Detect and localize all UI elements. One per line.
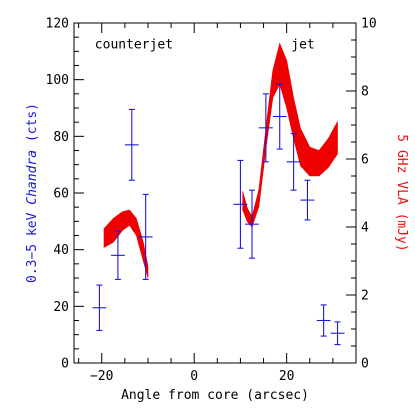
- y-tick-label-left: 120: [46, 17, 69, 32]
- x-axis-label: Angle from core (arcsec): [121, 388, 309, 403]
- y-axis-label-left-suffix: (cts): [25, 103, 40, 150]
- xray-errorbars: [92, 83, 345, 346]
- xray-point-11: [316, 304, 331, 337]
- xray-point-7: [258, 93, 273, 163]
- y-axis-label-right: 5 GHz VLA (mJy): [394, 134, 409, 251]
- radio-band-segment-2: [242, 42, 338, 228]
- annotation-jet: jet: [291, 38, 314, 53]
- annotations: counterjet jet: [95, 38, 315, 53]
- radio-band-segment-1: [103, 209, 149, 279]
- x-tick-label: −20: [90, 369, 113, 384]
- xray-point-10: [300, 179, 315, 221]
- xray-point-2: [110, 230, 125, 280]
- xray-point-4: [138, 193, 153, 280]
- y-tick-label-right: 0: [361, 357, 369, 372]
- y-axis-label-left-italic: Chandra: [25, 150, 40, 205]
- y-tick-label-left: 60: [53, 187, 69, 202]
- xray-point-5: [233, 159, 248, 249]
- y-tick-label-right: 8: [361, 85, 369, 100]
- y-tick-label-left: 20: [53, 300, 69, 315]
- y-tick-label-right: 4: [361, 221, 369, 236]
- xray-point-12: [330, 321, 345, 346]
- xray-point-3: [124, 108, 139, 181]
- y-axis-label-left: 0.3−5 keV Chandra (cts): [25, 103, 40, 283]
- y-tick-label-left: 40: [53, 243, 69, 258]
- y-tick-label-right: 2: [361, 289, 369, 304]
- y-tick-label-right: 6: [361, 153, 369, 168]
- xray-point-8: [272, 83, 287, 150]
- annotation-counterjet: counterjet: [95, 38, 173, 53]
- x-tick-label: 20: [279, 369, 295, 384]
- y-tick-label-left: 80: [53, 130, 69, 145]
- y-axis-label-left-prefix: 0.3−5 keV: [25, 205, 40, 283]
- radio-bands: [103, 42, 338, 279]
- y-tick-label-left: 0: [61, 357, 69, 372]
- axis-ticks: −20 0 20 0 20 40 60 80 100 120 0 2 4 6 8 10: [46, 17, 377, 385]
- xray-point-9: [286, 132, 301, 191]
- xray-point-6: [245, 189, 259, 259]
- x-tick-label: 0: [190, 369, 198, 384]
- plot-frame: [73, 22, 357, 364]
- y-tick-label-left: 100: [46, 73, 69, 88]
- y-tick-label-right: 10: [361, 17, 377, 32]
- xray-point-1: [92, 284, 107, 331]
